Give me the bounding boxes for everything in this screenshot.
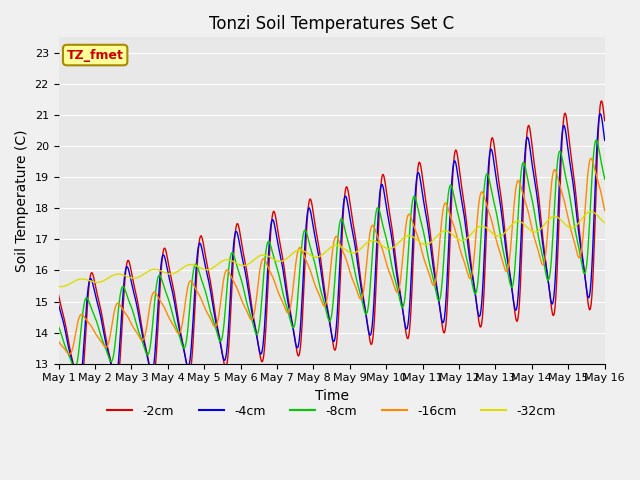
-8cm [177, 338, 185, 344]
-2cm [601, 118, 609, 123]
-2cm [177, 331, 185, 336]
Line: -2cm: -2cm [58, 101, 605, 391]
-16cm [65, 351, 73, 357]
-8cm [415, 209, 422, 215]
Y-axis label: Soil Temperature (C): Soil Temperature (C) [15, 129, 29, 272]
-8cm [399, 305, 406, 311]
-4cm [399, 307, 406, 313]
-16cm [206, 314, 214, 320]
-16cm [415, 236, 422, 242]
-32cm [587, 209, 595, 215]
-32cm [65, 281, 73, 287]
-16cm [122, 310, 129, 316]
-2cm [598, 98, 605, 104]
-32cm [177, 266, 185, 272]
-2cm [399, 305, 406, 311]
Text: TZ_fmet: TZ_fmet [67, 48, 124, 61]
-2cm [76, 388, 84, 394]
-16cm [399, 256, 406, 262]
-4cm [65, 344, 72, 349]
-8cm [206, 306, 214, 312]
-8cm [601, 176, 609, 182]
-16cm [601, 208, 609, 214]
-2cm [206, 275, 214, 280]
Line: -16cm: -16cm [58, 158, 605, 354]
Line: -4cm: -4cm [58, 114, 605, 385]
-16cm [54, 338, 62, 344]
Title: Tonzi Soil Temperatures Set C: Tonzi Soil Temperatures Set C [209, 15, 454, 33]
-32cm [206, 266, 214, 272]
-2cm [122, 272, 129, 277]
-8cm [65, 351, 72, 357]
-8cm [122, 288, 129, 293]
-4cm [122, 268, 129, 274]
X-axis label: Time: Time [315, 389, 349, 403]
-4cm [75, 383, 83, 388]
-2cm [54, 292, 62, 298]
-16cm [177, 327, 185, 333]
-2cm [415, 161, 422, 167]
-32cm [57, 284, 65, 289]
Line: -32cm: -32cm [58, 212, 605, 287]
-16cm [587, 156, 595, 161]
-8cm [70, 365, 78, 371]
-8cm [593, 137, 600, 143]
-4cm [596, 111, 604, 117]
-4cm [54, 301, 62, 307]
-8cm [54, 324, 62, 330]
-32cm [415, 238, 422, 244]
-4cm [601, 137, 609, 143]
-4cm [415, 170, 422, 176]
-4cm [206, 283, 214, 289]
-16cm [65, 351, 72, 357]
-4cm [177, 334, 185, 339]
-32cm [399, 236, 406, 241]
-32cm [54, 284, 62, 289]
-2cm [65, 338, 72, 344]
-32cm [122, 273, 129, 279]
Legend: -2cm, -4cm, -8cm, -16cm, -32cm: -2cm, -4cm, -8cm, -16cm, -32cm [102, 400, 561, 423]
Line: -8cm: -8cm [58, 140, 605, 368]
-32cm [601, 220, 609, 226]
